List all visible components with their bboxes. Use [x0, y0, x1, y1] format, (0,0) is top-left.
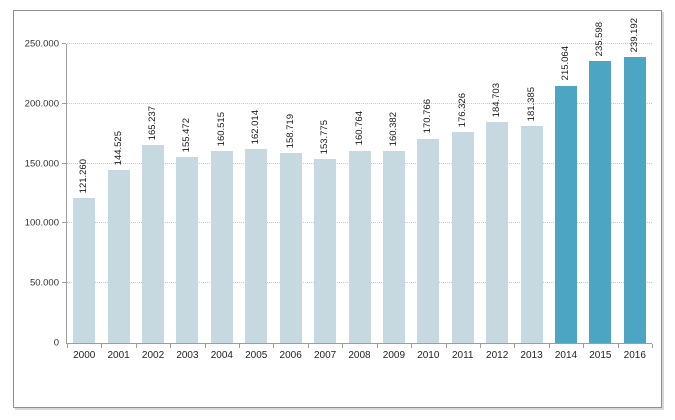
x-tick-label-2009: 2009: [382, 350, 406, 361]
x-axis-tick: [376, 344, 378, 348]
y-axis-tick: [62, 102, 66, 104]
x-axis-tick: [479, 344, 481, 348]
x-tick-label-2006: 2006: [279, 350, 302, 361]
x-axis-tick: [135, 344, 137, 348]
bar-2012: [486, 122, 509, 343]
bar-2000: [73, 197, 96, 343]
value-label-2006: 158.719: [284, 113, 296, 149]
value-label-2012: 184.703: [491, 82, 503, 118]
gridline-250.000: [67, 43, 652, 44]
x-tick-label-2011: 2011: [451, 350, 474, 361]
value-label-2001: 144.525: [112, 130, 124, 166]
value-label-2008: 160.764: [353, 111, 365, 146]
bar-2016: [623, 56, 646, 343]
x-axis-tick: [307, 344, 309, 348]
plot-area: 0 50.000 100.000 150.000 200.000 250.000 121.2…: [25, 18, 653, 361]
value-label-2016: 239.192: [628, 17, 640, 52]
x-axis-tick: [411, 344, 413, 348]
y-tick-label-150.000: 150.000: [24, 158, 59, 170]
bar-2007: [314, 159, 337, 343]
x-tick-label-2004: 2004: [210, 350, 233, 361]
x-axis-tick: [652, 344, 653, 348]
bar-2009: [382, 151, 405, 343]
bar-2013: [520, 126, 543, 343]
value-label-2003: 155.472: [181, 117, 193, 153]
bar-2003: [176, 157, 199, 343]
x-axis-tick: [514, 344, 516, 348]
x-axis-tick: [548, 344, 550, 348]
y-tick-label-50.000: 50.000: [29, 277, 59, 289]
bar-2004: [210, 151, 233, 343]
x-tick-label-2007: 2007: [313, 350, 337, 361]
value-label-2000: 121.260: [78, 158, 90, 193]
bar-2001: [107, 170, 130, 343]
x-axis-tick: [170, 344, 172, 348]
x-tick-label-2000: 2000: [73, 350, 96, 361]
value-label-2005: 162.014: [250, 109, 262, 145]
bar-2014: [554, 85, 577, 343]
x-tick-label-2008: 2008: [348, 350, 371, 361]
x-tick-label-2015: 2015: [589, 350, 612, 361]
y-axis-tick: [62, 43, 66, 44]
bar-2008: [348, 150, 371, 343]
x-tick-label-2002: 2002: [141, 350, 165, 361]
y-axis-tick: [62, 162, 66, 164]
value-label-2014: 215.064: [559, 46, 571, 81]
y-tick-label-200.000: 200.000: [24, 98, 59, 110]
chart-frame: 0 50.000 100.000 150.000 200.000 250.000 121.2…: [13, 10, 662, 408]
y-tick-label-250.000: 250.000: [24, 38, 59, 50]
value-label-2009: 160.382: [387, 111, 399, 147]
value-label-2007: 153.775: [319, 119, 331, 155]
x-axis-tick: [101, 344, 103, 348]
x-axis-tick: [342, 344, 344, 348]
value-label-2002: 165.237: [147, 106, 159, 141]
value-label-2010: 170.766: [422, 99, 434, 134]
bar-2010: [417, 138, 440, 343]
x-tick-label-2014: 2014: [554, 350, 578, 361]
x-axis-tick: [239, 344, 241, 348]
value-label-2011: 176.326: [456, 92, 468, 128]
x-axis-tick: [445, 344, 447, 348]
value-label-2013: 181.385: [525, 86, 537, 122]
x-axis-tick: [617, 344, 619, 348]
x-tick-label-2001: 2001: [107, 350, 130, 361]
x-tick-label-2013: 2013: [520, 350, 543, 361]
bar-2006: [279, 153, 302, 343]
value-label-2015: 235.598: [594, 21, 606, 57]
y-axis-tick: [62, 282, 66, 284]
x-tick-label-2016: 2016: [623, 350, 646, 361]
x-axis-tick: [67, 344, 68, 348]
bar-2011: [451, 132, 474, 343]
x-tick-label-2012: 2012: [486, 350, 509, 361]
y-tick-label-0: 0: [53, 337, 59, 349]
y-tick-label-100.000: 100.000: [24, 217, 59, 229]
x-axis-tick: [273, 344, 275, 348]
y-axis-tick: [62, 222, 66, 224]
x-axis-tick: [204, 344, 206, 348]
x-tick-label-2010: 2010: [417, 350, 440, 361]
bar-2005: [245, 149, 268, 343]
x-axis-tick: [583, 344, 585, 348]
bar-2002: [142, 145, 165, 343]
gridline-200.000: [67, 102, 652, 104]
bar-2015: [589, 61, 612, 343]
value-label-2004: 160.515: [215, 111, 227, 147]
x-tick-label-2003: 2003: [176, 350, 199, 361]
x-tick-label-2005: 2005: [245, 350, 268, 361]
